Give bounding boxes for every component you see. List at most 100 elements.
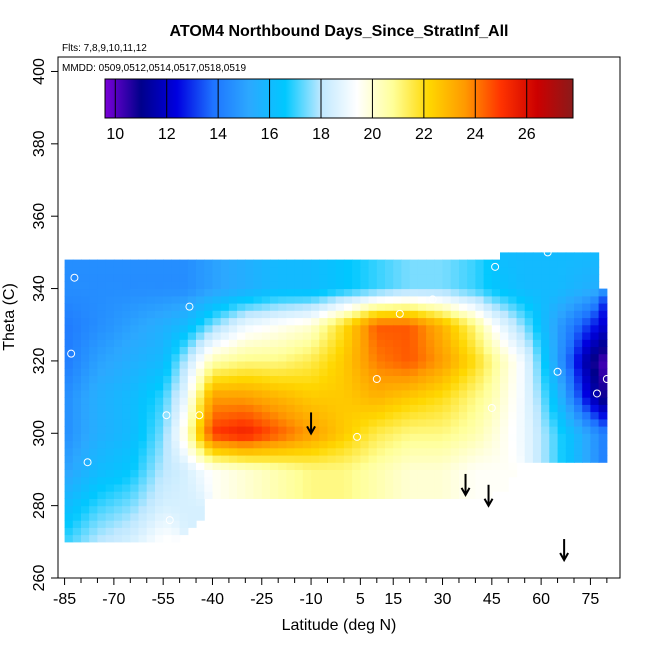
heatmap-cell [196,259,205,268]
heatmap-cell [212,426,222,434]
heatmap-cell [409,324,419,333]
heatmap-cell [72,295,82,304]
heatmap-cell [253,295,263,304]
heatmap-cell [467,455,476,463]
heatmap-cell [294,404,304,413]
heatmap-cell [557,447,567,456]
heatmap-cell [590,368,600,376]
heatmap-cell [385,303,394,311]
heatmap-cell [442,266,452,275]
heatmap-cell [278,404,287,413]
heatmap-cell [212,404,222,413]
heatmap-cell [64,455,74,463]
heatmap-cell [516,324,526,333]
heatmap-cell [467,288,476,297]
heatmap-cell [72,324,82,333]
y-tick-label: 300 [31,420,48,447]
heatmap-cell [401,418,411,427]
heatmap-cell [467,310,476,319]
heatmap-cell [426,397,435,405]
heatmap-cell [557,324,567,333]
heatmap-cell [278,332,287,340]
heatmap-cell [130,259,140,268]
heatmap-cell [64,534,74,543]
heatmap-cell [294,447,304,456]
heatmap-cell [261,324,271,333]
heatmap-cell [508,440,518,449]
x-axis-label: Latitude (deg N) [282,617,397,634]
heatmap-cell [187,447,197,456]
heatmap-cell [278,259,287,268]
heatmap-cell [97,389,107,398]
heatmap-cell [360,303,370,311]
heatmap-cell [253,375,263,384]
heatmap-cell [163,426,172,434]
heatmap-cell [327,346,337,355]
heatmap-cell [311,433,320,442]
heatmap-cell [187,397,197,405]
heatmap-cell [352,483,361,492]
heatmap-cell [270,295,279,304]
heatmap-cell [524,426,534,434]
heatmap-cell [598,382,608,391]
heatmap-cell [319,288,329,297]
heatmap-cell [196,368,205,376]
heatmap-cell [294,303,304,311]
heatmap-cell [81,281,90,290]
heatmap-cell [549,310,559,319]
heatmap-cell [204,433,214,442]
heatmap-cell [598,353,608,362]
heatmap-cell [467,332,476,340]
heatmap-cell [130,534,140,543]
heatmap-cell [237,259,246,268]
heatmap-cell [72,491,82,499]
heatmap-cell [196,274,205,282]
heatmap-cell [442,317,452,326]
heatmap-cell [237,476,246,485]
heatmap-cell [105,360,115,369]
heatmap-cell [541,404,550,413]
heatmap-cell [541,346,550,355]
heatmap-cell [393,353,402,362]
heatmap-cell [475,332,485,340]
heatmap-cell [459,274,468,282]
heatmap-cell [89,324,98,333]
heatmap-cell [179,491,189,499]
heatmap-cell [475,418,485,427]
heatmap-cell [196,389,205,398]
heatmap-cell [212,476,222,485]
sample-point [543,248,552,257]
heatmap-cell [343,281,353,290]
heatmap-cell [508,397,518,405]
heatmap-cell [311,462,320,470]
heatmap-cell [385,455,394,463]
heatmap-cell [574,266,583,275]
heatmap-cell [508,462,518,470]
heatmap-cell [335,476,345,485]
heatmap-cell [385,382,394,391]
heatmap-cell [450,469,460,478]
heatmap-cell [122,339,131,347]
heatmap-cell [179,397,189,405]
heatmap-cell [138,527,148,536]
heatmap-cell [467,491,476,499]
heatmap-cell [196,411,205,420]
heatmap-cell [549,252,559,261]
heatmap-cell [524,346,534,355]
heatmap-cell [532,426,542,434]
heatmap-cell [360,339,370,347]
heatmap-cell [212,266,222,275]
heatmap-cell [311,288,320,297]
heatmap-cell [582,382,591,391]
heatmap-cell [385,368,394,376]
heatmap-cell [327,360,337,369]
heatmap-cell [426,346,435,355]
heatmap-cell [179,476,189,485]
heatmap-cell [319,455,329,463]
heatmap-cell [475,389,485,398]
heatmap-cell [598,288,608,297]
heatmap-cell [138,397,148,405]
heatmap-cell [196,498,205,507]
heatmap-cell [270,274,279,282]
heatmap-cell [582,404,591,413]
